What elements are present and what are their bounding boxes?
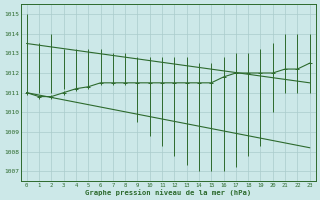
X-axis label: Graphe pression niveau de la mer (hPa): Graphe pression niveau de la mer (hPa): [85, 189, 251, 196]
